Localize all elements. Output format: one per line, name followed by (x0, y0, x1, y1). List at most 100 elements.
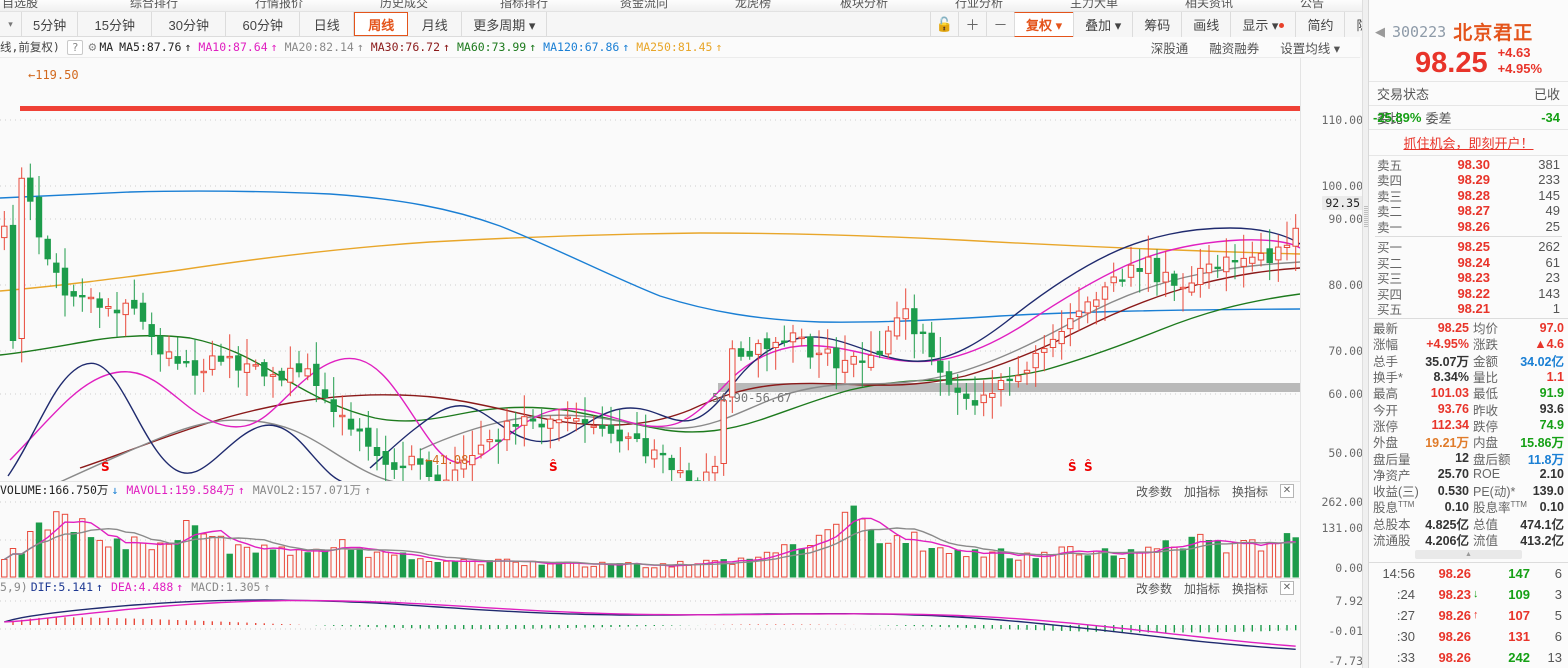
trend-arrow-icon: ↓ (111, 483, 119, 497)
stat-value: 25.70 (1437, 467, 1469, 482)
buy-row[interactable]: 买一 98.25 262 (1369, 239, 1568, 255)
menu-item-11[interactable]: 公告 (1300, 0, 1325, 10)
menu-item-7[interactable]: 板块分析 (840, 0, 889, 10)
volume-pane-tools[interactable]: 改参数 加指标 换指标 ✕ (1136, 483, 1294, 499)
tick-row[interactable]: :33 98.26 242 13 (1369, 647, 1568, 668)
tick-row[interactable]: :27 98.26 ↑ 107 5 (1369, 605, 1568, 626)
period-1[interactable]: 15分钟 (78, 12, 153, 36)
menu-item-1[interactable]: 综合排行 (130, 0, 179, 10)
period-0[interactable]: 5分钟 (22, 12, 79, 36)
close-icon[interactable]: ✕ (1280, 484, 1294, 498)
period-2[interactable]: 30分钟 (152, 12, 227, 36)
sell-price: 98.30 (1457, 156, 1490, 172)
tick-row[interactable]: :24 98.23 ↓ 109 3 (1369, 584, 1568, 605)
ma-link-0[interactable]: 深股通 (1150, 42, 1189, 56)
menu-item-5[interactable]: 资金流向 (620, 0, 669, 10)
menu-item-4[interactable]: 指标排行 (500, 0, 549, 10)
pane-tool-加指标[interactable]: 加指标 (1183, 484, 1220, 499)
menu-item-2[interactable]: 行情报价 (255, 0, 304, 10)
ma-link-2[interactable]: 设置均线 ▾ (1280, 42, 1340, 56)
panel-splitter[interactable] (1362, 0, 1368, 668)
stat-row: 最高 101.03 最低 91.9 (1369, 385, 1568, 402)
stat-label-2: 昨收 (1473, 403, 1499, 418)
fuquan[interactable]: 复权 ▾ (1014, 12, 1074, 37)
kline-chart-pane[interactable]: ←119.50 ←41.08 54.90-56.67 Ŝ Ŝ Ŝ Ŝ (0, 58, 1300, 481)
macd-pane-tools[interactable]: 改参数 加指标 换指标 ✕ (1136, 580, 1294, 596)
chip-band (718, 383, 1300, 392)
stat-label-2: 均价 (1473, 322, 1499, 337)
simple[interactable]: 简约 (1295, 12, 1345, 37)
order-diff-value: -34 (1541, 109, 1560, 125)
tick-row[interactable]: :30 98.26 131 6 (1369, 626, 1568, 647)
volhdr-item-2: MAVOL2:157.071万 (252, 483, 362, 497)
macdhdr-item-1: DIF:5.141 (30, 580, 94, 594)
pane-tool-改参数[interactable]: 改参数 (1135, 581, 1172, 596)
pane-tool-加指标[interactable]: 加指标 (1183, 581, 1220, 596)
tick-row[interactable]: 14:56 98.26 147 6 (1369, 563, 1568, 584)
tick-price: 98.26 (1438, 649, 1471, 665)
pane-tool-改参数[interactable]: 改参数 (1135, 484, 1172, 499)
order-ratio-value: -25.89% (1373, 109, 1422, 125)
period-5[interactable]: 周线 (354, 12, 409, 36)
stock-name-row[interactable]: ◀ 300223 北京君正 (1369, 14, 1568, 45)
tick-volume: 147 (1508, 565, 1530, 581)
buy-row[interactable]: 买二 98.24 61 (1369, 255, 1568, 271)
period-6[interactable]: 月线 (408, 12, 463, 36)
stat-value: 0.10 (1444, 499, 1469, 514)
collapse-stats-button[interactable]: ▲ (1415, 549, 1522, 559)
splitter-grip[interactable] (1364, 206, 1368, 228)
ma-links[interactable]: 深股通 融资融券 设置均线 ▾ (1150, 37, 1357, 57)
trend-arrow-icon: ↑ (263, 580, 271, 594)
sell-price: 98.28 (1457, 187, 1490, 203)
menu-item-3[interactable]: 历史成交 (380, 0, 429, 10)
chouma[interactable]: 筹码 (1132, 12, 1182, 37)
ma-indicator-row[interactable]: 线,前复权) ? ⚙ MA MA5:87.76 ↑ MA10:87.64 ↑ MA20:… (0, 37, 1360, 58)
trend-arrow-icon: ↑ (237, 483, 245, 497)
lock-icon[interactable]: 🔓 (930, 12, 958, 37)
volhdr-item-0: VOLUME:166.750万 (0, 483, 109, 497)
sell-row[interactable]: 卖四 98.29 233 (1369, 172, 1568, 188)
close-icon[interactable]: ✕ (1280, 581, 1294, 595)
ma-arrow-up-icon: ↑ (443, 40, 450, 54)
display[interactable]: 显示 ▾ (1230, 12, 1296, 37)
menu-item-9[interactable]: 主力大单 (1070, 0, 1119, 10)
period-7[interactable]: 更多周期 ▾ (462, 12, 548, 36)
draw[interactable]: 画线 (1181, 12, 1231, 37)
menu-item-8[interactable]: 行业分析 (955, 0, 1004, 10)
price-change: +4.63 (1497, 45, 1531, 60)
buy-row[interactable]: 买三 98.23 23 (1369, 270, 1568, 286)
macd-pane[interactable]: 5,9) DIF:5.141 ↑ DEA:4.488 ↑ MACD:1.305 ↑ 改参数加… (0, 578, 1300, 668)
quote-panel[interactable]: ◀ 300223 北京君正 98.25 +4.63 +4.95% 交易状态 已收… (1368, 0, 1568, 668)
ma-row-prefix: 线,前复权) (0, 40, 60, 54)
gear-icon[interactable]: ⚙ (88, 39, 97, 55)
sell-row[interactable]: 卖五 98.30 381 (1369, 157, 1568, 173)
buy-row[interactable]: 买五 98.21 1 (1369, 301, 1568, 317)
zoom-in-icon[interactable]: ＋ (958, 12, 986, 37)
stat-label: 收益(三) (1373, 485, 1419, 500)
sell-row[interactable]: 卖一 98.26 25 (1369, 219, 1568, 235)
open-account-ad[interactable]: 抓住机会，即刻开户！ (1369, 128, 1568, 156)
macd-axis: 7.92 -0.01 -7.73 (1300, 578, 1368, 668)
pane-tool-换指标[interactable]: 换指标 (1231, 484, 1268, 499)
tick-list[interactable]: 14:56 98.26 147 6:24 98.23 ↓ 109 3:27 98.26 ↑ 107 5… (1369, 561, 1568, 668)
buy-row[interactable]: 买四 98.22 143 (1369, 286, 1568, 302)
menu-item-6[interactable]: 龙虎榜 (735, 0, 772, 10)
period-4[interactable]: 日线 (300, 12, 355, 36)
sell-row[interactable]: 卖二 98.27 49 (1369, 203, 1568, 219)
back-arrow-icon[interactable]: ◀ (1375, 23, 1385, 39)
toolbar-caret-icon[interactable]: ▾ (0, 12, 22, 36)
menu-item-0[interactable]: 自选股 (2, 0, 39, 10)
stat-value: 8.34% (1433, 369, 1469, 384)
help-icon[interactable]: ? (66, 39, 84, 55)
macdhdr-item-0: 5,9) (0, 580, 28, 594)
sell-row[interactable]: 卖三 98.28 145 (1369, 188, 1568, 204)
volume-pane[interactable]: VOLUME:166.750万 ↓ MAVOL1:159.584万 ↑ MAVOL2:1… (0, 481, 1300, 578)
pane-tool-换指标[interactable]: 换指标 (1231, 581, 1268, 596)
open-account-link[interactable]: 抓住机会，即刻开户！ (1403, 135, 1534, 151)
top-menu-strip[interactable]: 自选股 综合排行 行情报价 历史成交 指标排行 资金流向 龙虎榜 板块分析 行业分析 主力大单 相关… (0, 0, 1568, 12)
overlay[interactable]: 叠加 ▾ (1073, 12, 1133, 37)
period-3[interactable]: 60分钟 (226, 12, 301, 36)
zoom-out-icon[interactable]: － (986, 12, 1014, 37)
ma-link-1[interactable]: 融资融券 (1209, 42, 1260, 56)
menu-item-10[interactable]: 相关资讯 (1185, 0, 1234, 10)
